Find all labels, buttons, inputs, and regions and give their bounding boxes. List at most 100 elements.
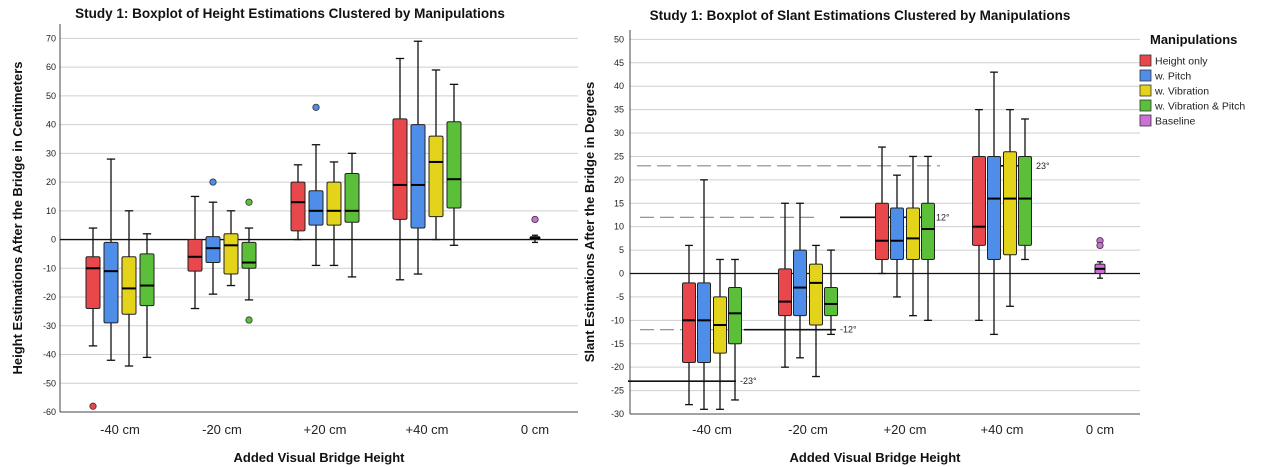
y-axis-title: Slant Estimations After the Bridge in De… xyxy=(582,82,597,363)
legend-swatch xyxy=(1139,69,1152,82)
box-w-vibration-pitch--20cm xyxy=(824,249,838,336)
x-category-label: +20 cm xyxy=(884,422,927,437)
iqr-box xyxy=(241,241,257,269)
box-height-only-+20cm xyxy=(290,164,306,241)
y-tick-label: -60 xyxy=(43,407,56,417)
x-category-label: -20 cm xyxy=(202,422,242,437)
y-tick-label: 50 xyxy=(46,91,56,101)
iqr-box xyxy=(875,202,889,260)
box-height-only--40cm xyxy=(85,227,101,410)
iqr-box xyxy=(410,124,426,229)
iqr-box xyxy=(446,121,462,209)
y-tick-label: 45 xyxy=(614,58,624,68)
y-tick-label: 20 xyxy=(614,175,624,185)
box-height-only-+20cm xyxy=(875,146,889,275)
iqr-box xyxy=(121,256,137,315)
box-w-vibration-+20cm xyxy=(906,155,920,317)
legend-swatch xyxy=(1139,54,1152,67)
y-tick-label: -50 xyxy=(43,378,56,388)
box-baseline-0cm xyxy=(529,215,541,244)
iqr-box xyxy=(103,241,119,324)
box-baseline-0cm xyxy=(1094,237,1106,279)
legend-label: w. Vibration xyxy=(1154,86,1209,98)
iqr-box xyxy=(308,190,324,226)
x-category-label: -40 cm xyxy=(692,422,732,437)
box-w-vibration-pitch-+20cm xyxy=(344,152,360,278)
reference-line-label: 12° xyxy=(936,212,950,222)
box-w-pitch-+40cm xyxy=(987,71,1001,336)
box-w-pitch--20cm xyxy=(205,178,221,295)
legend-label: Baseline xyxy=(1155,116,1195,128)
box-w-pitch-+20cm xyxy=(890,174,904,298)
box-height-only--40cm xyxy=(682,244,696,406)
iqr-box xyxy=(223,233,239,275)
x-category-label: +40 cm xyxy=(406,422,449,437)
legend-swatch xyxy=(1139,114,1152,127)
x-category-label: -40 cm xyxy=(100,422,140,437)
legend-label: Height only xyxy=(1155,56,1208,68)
x-axis-title: Added Visual Bridge Height xyxy=(234,450,406,465)
box-w-vibration-+20cm xyxy=(326,161,342,267)
x-category-label: -20 cm xyxy=(788,422,828,437)
reference-line-label: 23° xyxy=(1036,161,1050,171)
height-boxplot: Study 1: Boxplot of Height Estimations C… xyxy=(10,6,578,465)
box-height-only-+40cm xyxy=(972,108,986,321)
y-tick-label: 0 xyxy=(619,269,624,279)
y-tick-label: 10 xyxy=(46,206,56,216)
box-w-pitch-+20cm xyxy=(308,103,324,267)
iqr-box xyxy=(987,155,1001,260)
box-w-vibration--20cm xyxy=(809,244,823,378)
chart-title: Study 1: Boxplot of Height Estimations C… xyxy=(75,6,505,21)
iqr-box xyxy=(392,118,408,220)
y-tick-label: -10 xyxy=(611,315,624,325)
iqr-box xyxy=(682,282,696,363)
y-tick-label: 25 xyxy=(614,151,624,161)
y-tick-label: -5 xyxy=(616,292,624,302)
box-w-vibration-pitch-+40cm xyxy=(446,83,462,246)
y-tick-label: 50 xyxy=(614,34,624,44)
iqr-box xyxy=(778,268,792,317)
iqr-box xyxy=(1018,155,1032,246)
legend-swatch xyxy=(1139,84,1152,97)
box-w-pitch-+40cm xyxy=(410,40,426,275)
iqr-box xyxy=(728,287,742,345)
y-tick-label: 5 xyxy=(619,245,624,255)
chart-title: Study 1: Boxplot of Slant Estimations Cl… xyxy=(650,8,1071,23)
box-w-vibration--40cm xyxy=(713,258,727,410)
y-tick-label: 30 xyxy=(614,128,624,138)
y-tick-label: -25 xyxy=(611,386,624,396)
box-w-vibration-pitch--40cm xyxy=(728,258,742,401)
iqr-box xyxy=(793,249,807,317)
iqr-box xyxy=(344,172,360,223)
iqr-box xyxy=(187,239,203,272)
legend: Manipulations Height only w. Pitch w. Vibra… xyxy=(1139,32,1245,128)
y-tick-label: -20 xyxy=(611,362,624,372)
iqr-box xyxy=(326,181,342,226)
y-tick-label: 30 xyxy=(46,148,56,158)
x-category-label: 0 cm xyxy=(521,422,549,437)
iqr-box xyxy=(921,202,935,260)
y-tick-label: 10 xyxy=(614,222,624,232)
outlier-point xyxy=(89,402,97,410)
y-tick-label: 70 xyxy=(46,33,56,43)
legend-title: Manipulations xyxy=(1150,32,1237,47)
y-tick-label: 20 xyxy=(46,177,56,187)
reference-line-label: -23° xyxy=(740,376,757,386)
box-w-pitch--40cm xyxy=(697,179,711,410)
y-tick-label: -40 xyxy=(43,350,56,360)
iqr-box xyxy=(205,236,221,264)
box-w-vibration--40cm xyxy=(121,210,137,367)
x-axis-title: Added Visual Bridge Height xyxy=(790,450,962,465)
outlier-point xyxy=(531,215,539,224)
x-category-label: +20 cm xyxy=(304,422,347,437)
y-tick-label: 40 xyxy=(46,120,56,130)
outlier-point xyxy=(245,316,253,324)
iqr-box xyxy=(1003,151,1017,256)
reference-line-label: -12° xyxy=(840,325,857,335)
x-category-label: 0 cm xyxy=(1086,422,1114,437)
y-tick-label: 15 xyxy=(614,198,624,208)
y-tick-label: 40 xyxy=(614,81,624,91)
iqr-box xyxy=(290,181,306,232)
slant-boxplot: Study 1: Boxplot of Slant Estimations Cl… xyxy=(582,8,1245,465)
